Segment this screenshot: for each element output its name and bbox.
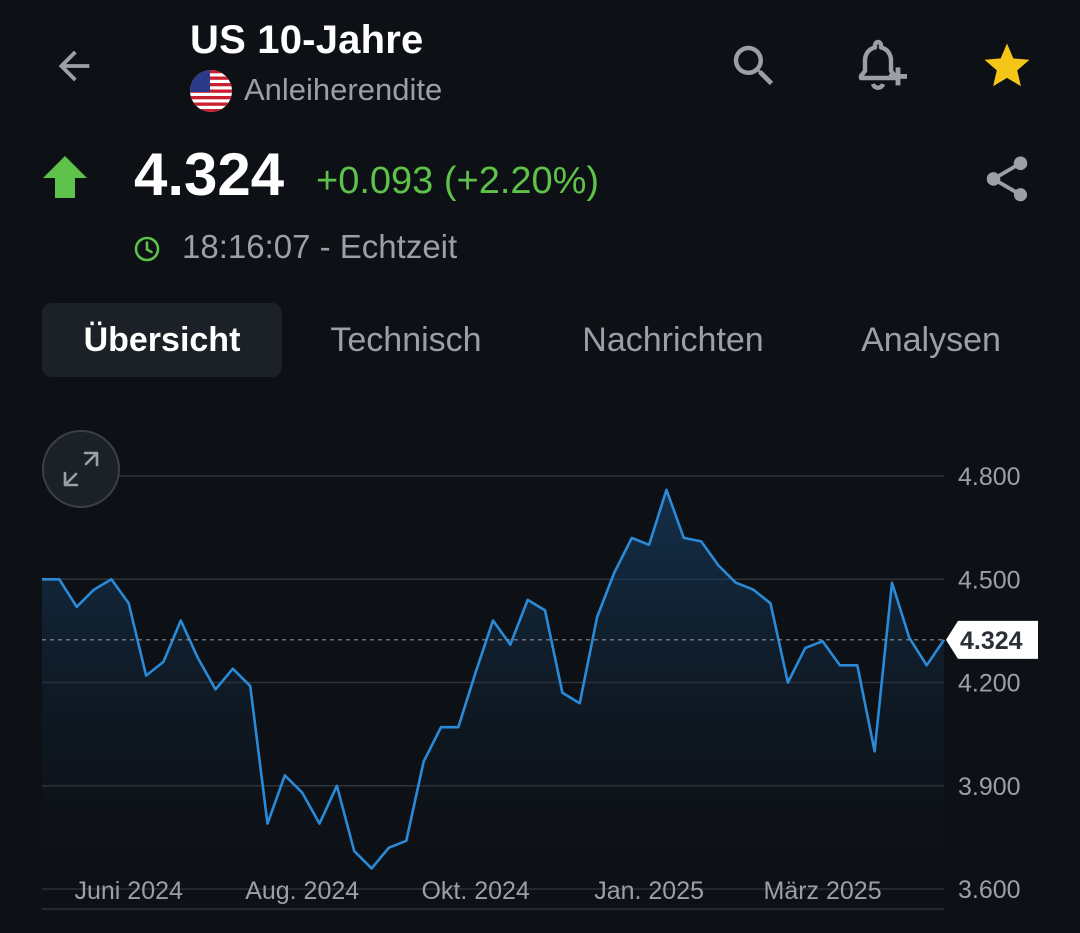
search-button[interactable]: [722, 36, 786, 96]
search-icon: [733, 45, 774, 86]
page-title: US 10-Jahre: [190, 18, 424, 62]
expand-icon: [63, 451, 99, 487]
clock-icon: [132, 234, 162, 264]
add-alert-button[interactable]: [846, 34, 912, 98]
us-flag-icon: [190, 70, 232, 112]
arrow-left-icon: [58, 50, 90, 82]
add-alert-bell-icon: [858, 39, 907, 90]
arrow-up-icon: [43, 156, 87, 198]
share-icon: [986, 156, 1028, 202]
tab-technical[interactable]: Technisch: [330, 320, 482, 359]
instrument-type: Anleiherendite: [244, 72, 443, 107]
current-value-label: 4.324: [960, 627, 1023, 655]
y-tick-label: 4.500: [958, 566, 1021, 594]
star-icon: [984, 43, 1030, 87]
last-price: 4.324: [134, 141, 285, 208]
price-change: +0.093 (+2.20%): [316, 160, 600, 202]
x-tick-label: März 2025: [764, 877, 882, 905]
x-axis: Juni 2024 Aug. 2024 Okt. 2024 Jan. 2025 März…: [75, 877, 882, 905]
x-tick-label: Aug. 2024: [245, 877, 359, 905]
share-button[interactable]: [976, 148, 1038, 210]
x-tick-label: Jan. 2025: [594, 877, 704, 905]
back-button[interactable]: [44, 38, 104, 94]
x-tick-label: Okt. 2024: [421, 877, 529, 905]
y-tick-label: 3.900: [958, 773, 1021, 801]
tab-news[interactable]: Nachrichten: [582, 320, 764, 359]
y-tick-label: 4.200: [958, 670, 1021, 698]
chart-line: [42, 488, 946, 870]
current-value-tag: 4.324: [946, 620, 1038, 659]
price-chart[interactable]: 4.800 4.500 4.200 3.900 3.600 Juni 2024 Aug. …: [0, 420, 1080, 933]
price-direction: [40, 152, 90, 202]
x-tick-label: Juni 2024: [75, 877, 184, 905]
favorite-button[interactable]: [976, 36, 1038, 96]
y-tick-label: 3.600: [958, 876, 1021, 904]
chart-area: [42, 489, 944, 909]
y-axis: 4.800 4.500 4.200 3.900 3.600: [958, 463, 1021, 904]
quote-timestamp: 18:16:07 - Echtzeit: [182, 228, 458, 265]
y-tick-label: 4.800: [958, 463, 1021, 491]
expand-chart-button[interactable]: [42, 430, 120, 508]
tab-analysis[interactable]: Analysen: [861, 320, 1001, 359]
tab-overview[interactable]: Übersicht: [42, 303, 282, 377]
